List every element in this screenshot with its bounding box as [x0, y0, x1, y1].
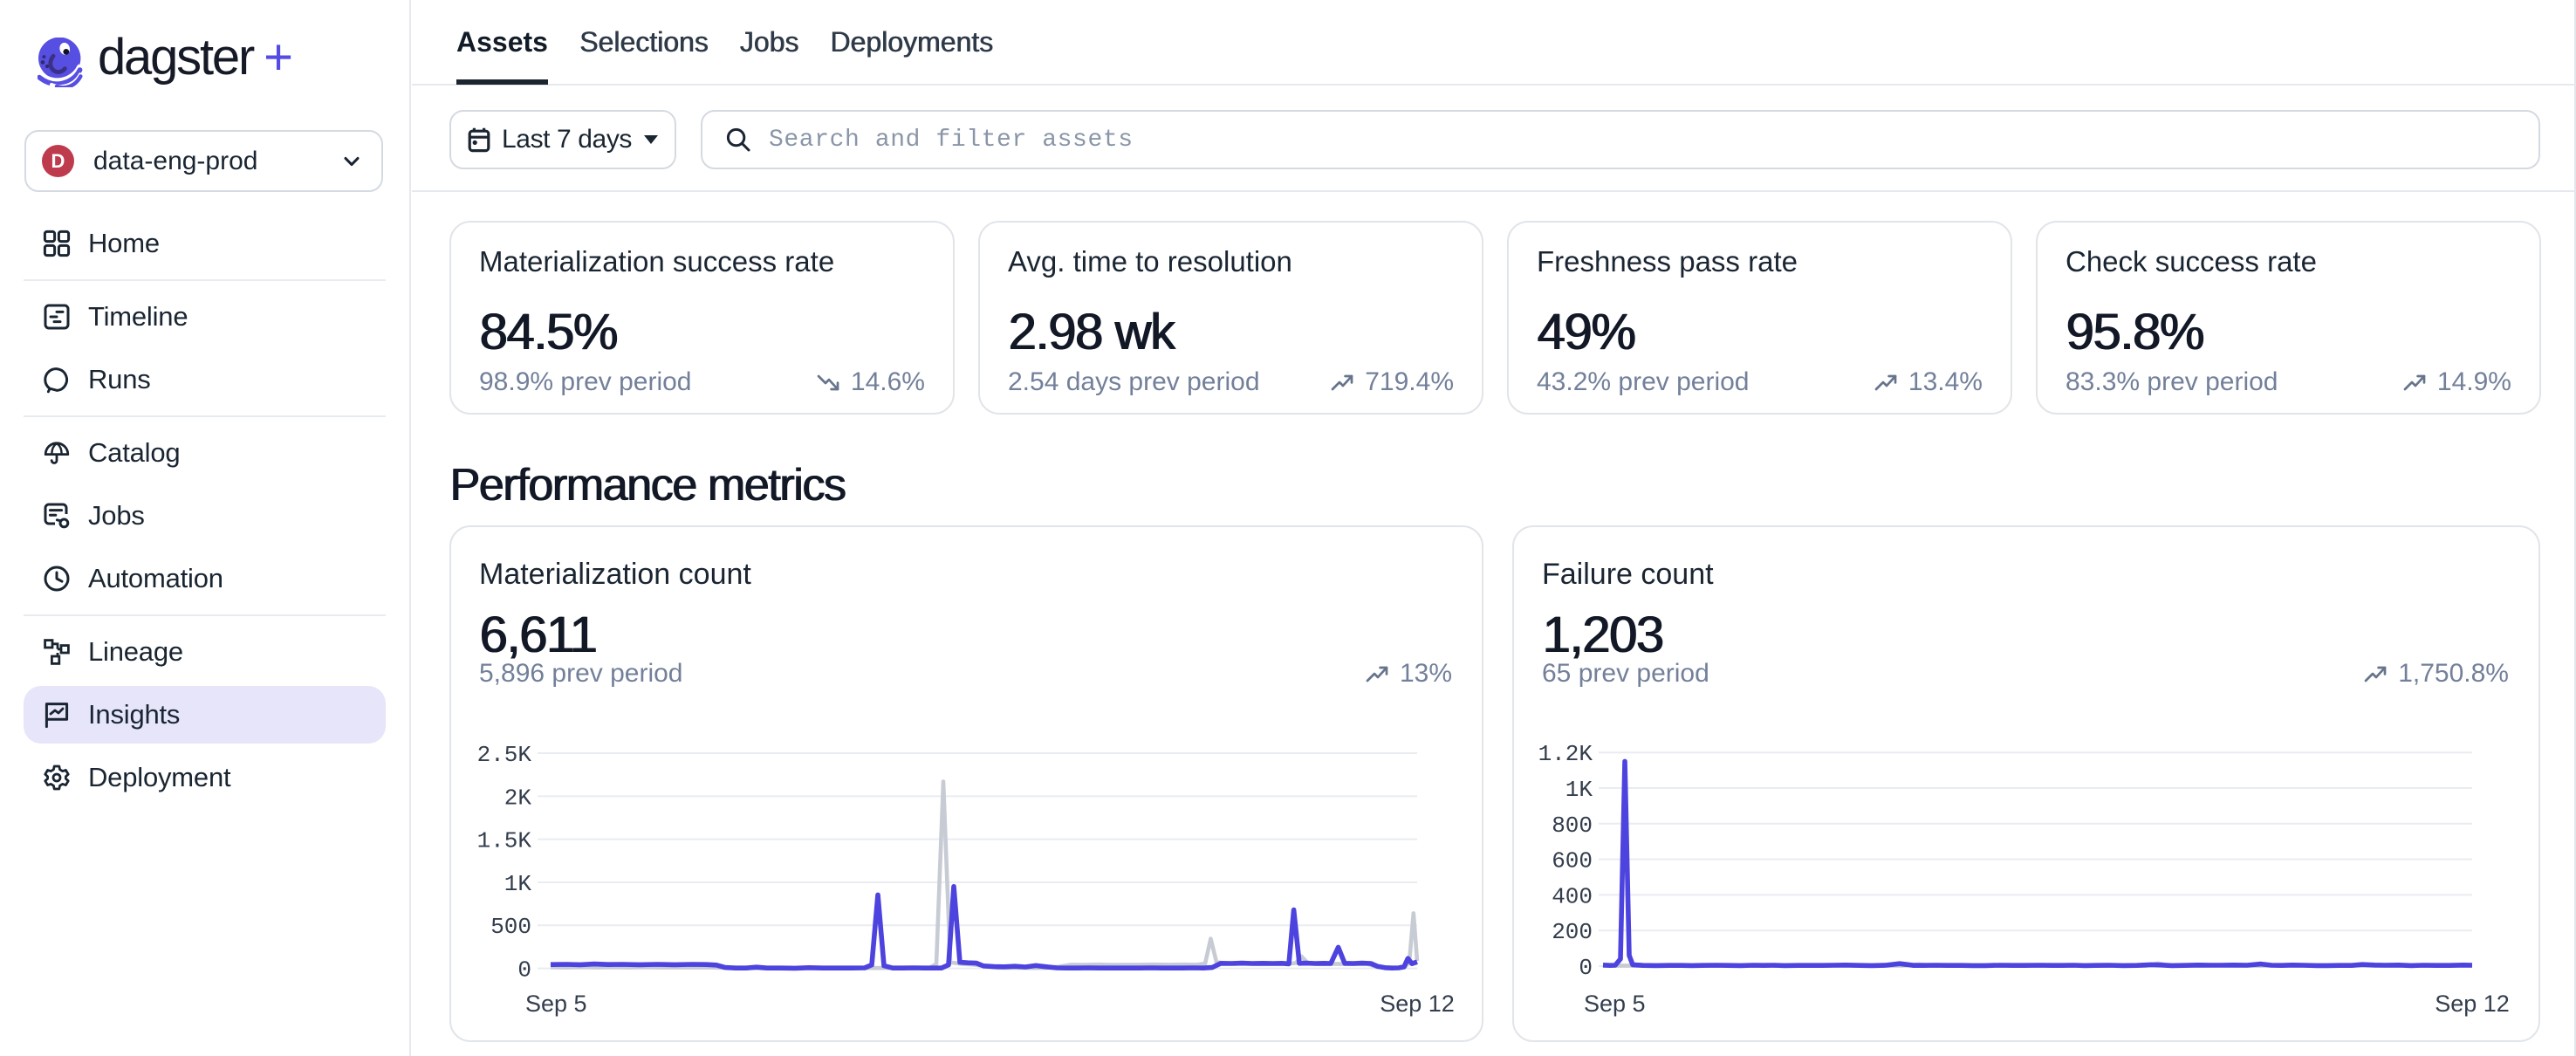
svg-text:Sep 5: Sep 5: [525, 991, 587, 1017]
svg-text:0: 0: [517, 957, 531, 984]
svg-text:500: 500: [490, 914, 531, 940]
svg-text:Sep 12: Sep 12: [1380, 991, 1455, 1017]
svg-text:Sep 12: Sep 12: [2435, 991, 2510, 1017]
svg-text:1.2K: 1.2K: [1538, 741, 1593, 767]
svg-text:600: 600: [1552, 848, 1593, 874]
svg-text:2K: 2K: [504, 785, 532, 811]
svg-text:0: 0: [1579, 955, 1593, 981]
svg-text:Sep 5: Sep 5: [1584, 991, 1646, 1017]
svg-text:400: 400: [1552, 883, 1593, 909]
svg-text:1K: 1K: [1565, 777, 1593, 803]
svg-text:1K: 1K: [504, 871, 532, 897]
svg-text:200: 200: [1552, 919, 1593, 945]
svg-text:1.5K: 1.5K: [477, 828, 532, 854]
svg-text:2.5K: 2.5K: [477, 742, 532, 768]
svg-text:800: 800: [1552, 813, 1593, 839]
